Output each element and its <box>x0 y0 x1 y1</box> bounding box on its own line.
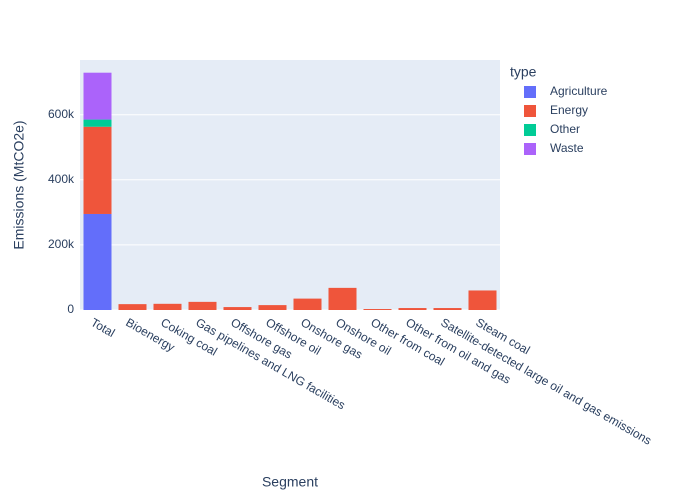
legend-swatch <box>524 143 536 155</box>
x-tick-label: Satellite-detected large oil and gas emi… <box>438 315 654 448</box>
y-tick-label: 200k <box>48 237 75 251</box>
bar <box>83 119 112 127</box>
bar <box>153 303 182 310</box>
legend-swatch <box>524 86 536 98</box>
y-tick-label: 600k <box>48 107 75 121</box>
bar <box>83 72 112 120</box>
bar <box>293 298 322 310</box>
bar <box>83 126 112 214</box>
bar <box>433 308 462 310</box>
legend-label: Waste <box>550 141 584 155</box>
legend-label: Other <box>550 122 580 136</box>
legend-swatch <box>524 124 536 136</box>
bar <box>468 290 497 310</box>
bar <box>83 213 112 310</box>
y-axis-title: Emissions (MtCO2e) <box>11 120 27 249</box>
x-tick-label: Total <box>88 315 117 340</box>
bar <box>223 307 252 310</box>
bar <box>363 309 392 310</box>
x-axis-title: Segment <box>262 474 318 490</box>
bar <box>118 304 147 310</box>
legend-swatch <box>524 105 536 117</box>
legend-title: type <box>510 64 537 80</box>
bar <box>398 308 427 310</box>
y-tick-label: 0 <box>67 302 74 316</box>
legend-label: Energy <box>550 103 588 117</box>
plot-area <box>80 60 500 310</box>
bar <box>258 305 287 310</box>
legend-label: Agriculture <box>550 84 608 98</box>
y-tick-label: 400k <box>48 172 75 186</box>
bar <box>188 301 217 310</box>
bar <box>328 287 357 310</box>
